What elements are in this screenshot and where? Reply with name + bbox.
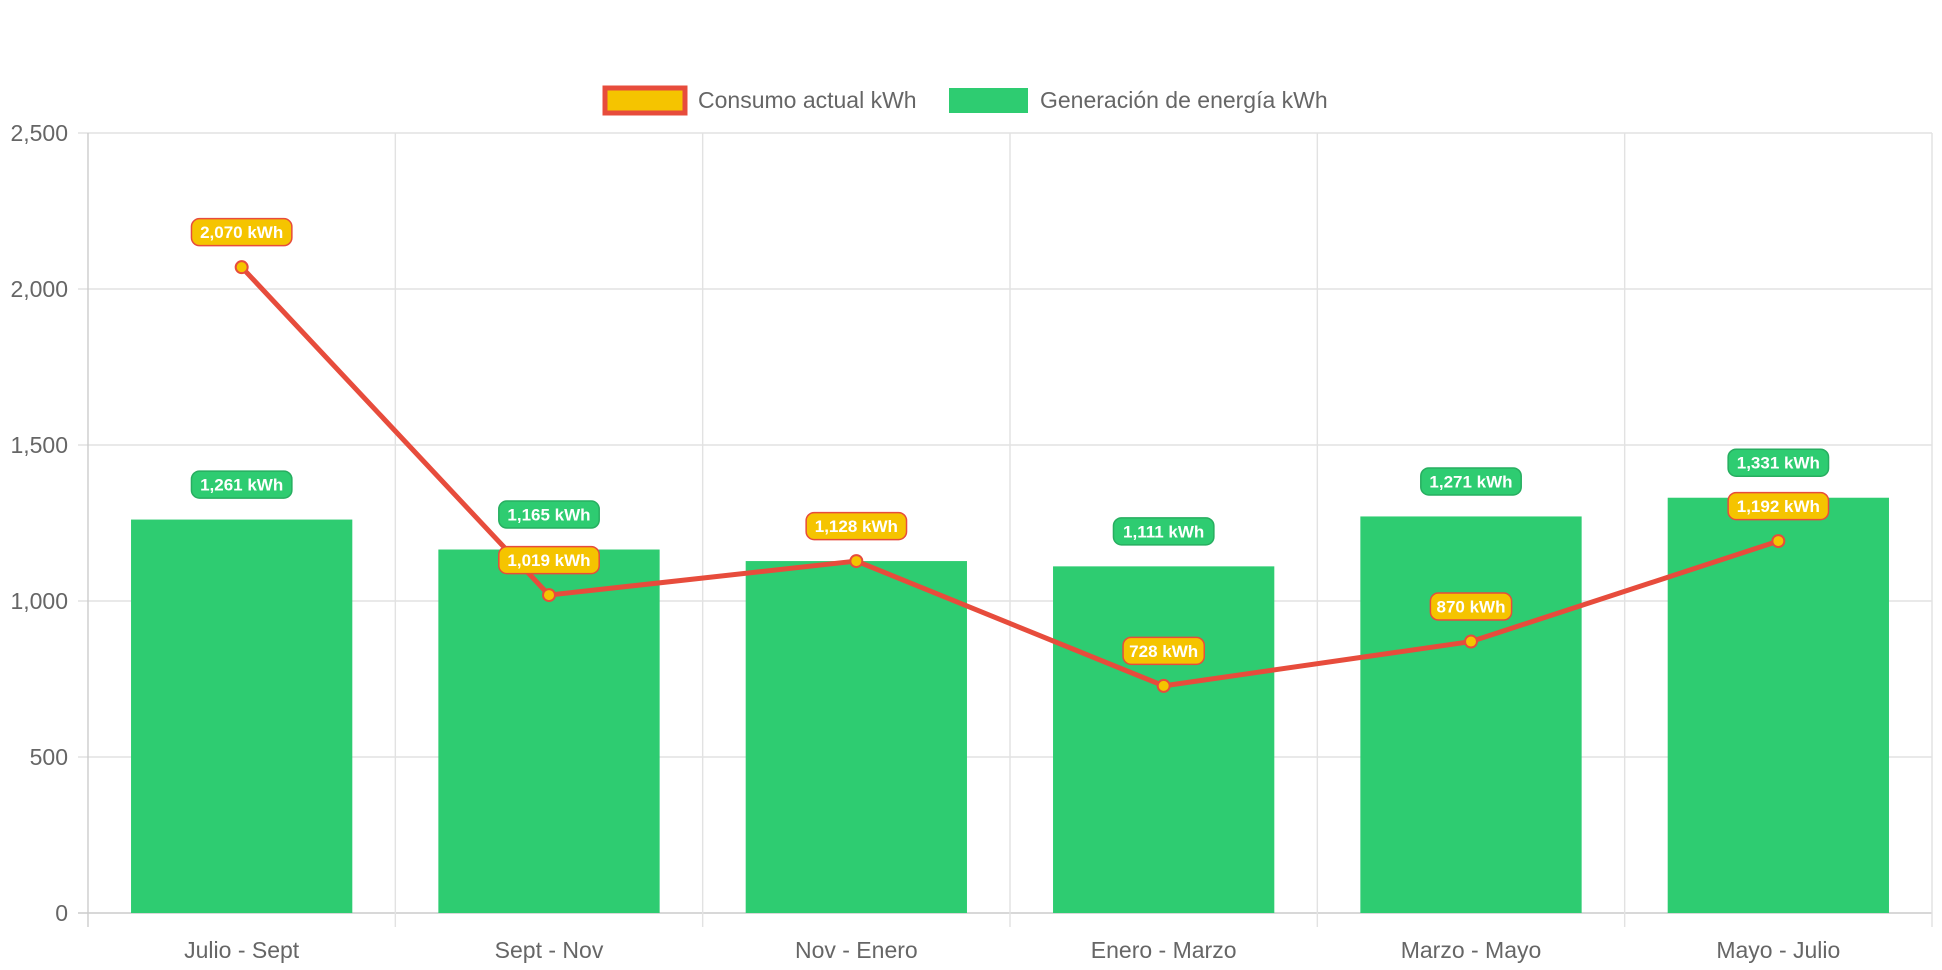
bar-value-label-bg: [498, 500, 600, 529]
bar-value-label-bg: [190, 470, 293, 499]
y-tick-label: 1,500: [10, 432, 68, 458]
line-value-label: 2,070 kWh: [190, 217, 293, 247]
bar[interactable]: [1053, 566, 1275, 913]
bar-value-label-bg: [1420, 467, 1522, 496]
y-tick-label: 2,000: [10, 276, 68, 302]
y-axis: 0 500 1,000 1,500 2,000 2,500: [10, 120, 68, 926]
legend-label: Consumo actual kWh: [698, 87, 917, 113]
bar[interactable]: [1360, 516, 1582, 913]
line-value-label-text: 728 kWh: [1129, 642, 1198, 661]
bar-value-label-text: 1,271 kWh: [1429, 472, 1512, 491]
bar-value-label: 1,165 kWh: [498, 500, 600, 529]
line-value-label-bg: [498, 545, 600, 575]
bar-value-label-text: 1,331 kWh: [1737, 454, 1820, 473]
grid: [78, 132, 1933, 927]
line-value-label-bg: [1122, 636, 1206, 666]
bar-series: [131, 497, 1889, 913]
x-tick-label: Enero - Marzo: [1091, 937, 1237, 963]
line-value-label-text: 1,128 kWh: [815, 517, 898, 536]
bar[interactable]: [438, 549, 660, 913]
line-point[interactable]: [849, 554, 864, 569]
line-point[interactable]: [234, 260, 249, 275]
bar-value-label: 1,271 kWh: [1420, 467, 1522, 496]
line-value-label: 728 kWh: [1122, 636, 1206, 666]
bar-value-label: 1,331 kWh: [1727, 448, 1830, 477]
line-value-label: 1,019 kWh: [498, 545, 600, 575]
line-value-label-text: 1,019 kWh: [507, 551, 590, 570]
line-series: [234, 260, 1786, 693]
bar-value-label-text: 1,165 kWh: [507, 506, 590, 525]
data-labels: 1,261 kWh 1,165 kWh 1,111 kWh 1,271 kWh 1,33…: [190, 217, 1830, 666]
legend[interactable]: Consumo actual kWh Generación de energía …: [602, 85, 1328, 116]
bar-value-label-bg: [1112, 517, 1215, 546]
y-tick-label: 1,000: [10, 588, 68, 614]
bar-value-label-text: 1,111 kWh: [1123, 522, 1204, 541]
legend-label: Generación de energía kWh: [1040, 87, 1328, 113]
line-path: [239, 264, 1781, 689]
x-tick-label: Sept - Nov: [495, 937, 604, 963]
legend-item-consumo[interactable]: Consumo actual kWh: [602, 85, 917, 116]
x-tick-label: Mayo - Julio: [1716, 937, 1840, 963]
line-point[interactable]: [1771, 534, 1786, 549]
line-value-label-bg: [190, 217, 293, 247]
x-tick-label: Nov - Enero: [795, 937, 918, 963]
line-point[interactable]: [1156, 678, 1171, 693]
line-value-label-text: 1,192 kWh: [1737, 497, 1820, 516]
bar[interactable]: [131, 519, 353, 913]
legend-item-generacion[interactable]: Generación de energía kWh: [949, 87, 1328, 113]
legend-swatch: [949, 88, 1028, 113]
line-value-label-text: 870 kWh: [1437, 598, 1506, 617]
y-tick-label: 2,500: [10, 120, 68, 146]
line-value-label: 1,128 kWh: [805, 511, 908, 541]
y-tick-label: 0: [55, 900, 68, 926]
x-axis: Julio - Sept Sept - Nov Nov - Enero Enero -…: [184, 937, 1840, 963]
legend-swatch: [602, 85, 688, 116]
bar-value-label: 1,261 kWh: [190, 470, 293, 499]
x-tick-label: Marzo - Mayo: [1401, 937, 1542, 963]
line-value-label-bg: [1429, 592, 1513, 621]
line-value-label: 870 kWh: [1429, 592, 1513, 621]
bar[interactable]: [1667, 497, 1889, 913]
line-value-label-bg: [805, 511, 908, 541]
bar-value-label-bg: [1727, 448, 1830, 477]
line-point[interactable]: [1464, 634, 1478, 649]
bar-value-label: 1,111 kWh: [1112, 517, 1215, 546]
bar[interactable]: [745, 561, 967, 913]
y-tick-label: 500: [30, 744, 68, 770]
line-point[interactable]: [542, 588, 556, 603]
x-tick-label: Julio - Sept: [184, 937, 300, 963]
line-value-label: 1,192 kWh: [1727, 491, 1830, 521]
line-value-label-bg: [1727, 491, 1830, 521]
line-value-label-text: 2,070 kWh: [200, 223, 283, 242]
bar-value-label-text: 1,261 kWh: [200, 476, 283, 495]
